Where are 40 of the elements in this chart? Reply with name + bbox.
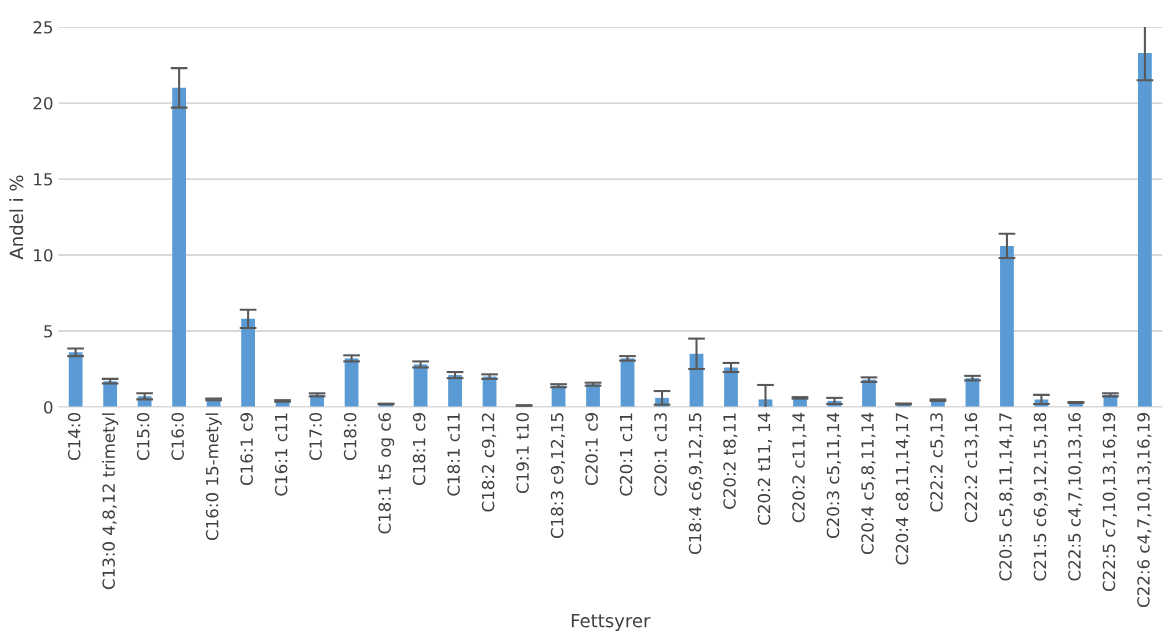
x-tick-label: C22:2 c13,16 bbox=[964, 412, 979, 523]
y-tick-label: 25 bbox=[33, 21, 53, 34]
x-tick-label: C18:4 c6,9,12,15 bbox=[688, 413, 704, 554]
x-tick-label: C16:1 c11 bbox=[274, 413, 288, 496]
x-tick-label: C22:6 c4,7,10,13,16,19 bbox=[1137, 413, 1152, 607]
y-tick-label: 5 bbox=[44, 325, 53, 338]
x-tick-label: C16:0 15-metyl bbox=[205, 413, 222, 541]
x-tick-label: C19:1 t10 bbox=[516, 412, 529, 494]
x-tick-label: C20:2 t8,11 bbox=[723, 413, 738, 509]
x-tick-label: C16:0 bbox=[171, 412, 184, 460]
x-tick-label: C20:5 c5,8,11,14,17 bbox=[999, 413, 1014, 581]
y-tick-label: 10 bbox=[34, 248, 53, 262]
x-tick-label: C18:3 c9,12,15 bbox=[550, 413, 566, 539]
y-tick-label: 0 bbox=[44, 400, 53, 414]
x-axis-title: Fettsyrer bbox=[571, 614, 651, 631]
x-tick-label: C22:5 c7,10,13,16,19 bbox=[1102, 413, 1117, 592]
x-tick-label: C20:1 c13 bbox=[654, 413, 667, 496]
x-tick-label: C18:1 c11 bbox=[447, 413, 460, 496]
x-tick-label: C18:1 t5 og c6 bbox=[378, 412, 395, 534]
x-tick-label: C18:1 c9 bbox=[412, 413, 426, 486]
x-tick-label: C22:2 c5,13 bbox=[930, 413, 945, 512]
x-tick-label: C20:1 c11 bbox=[619, 413, 633, 496]
x-tick-label: C20:4 c5,8,11,14 bbox=[861, 412, 876, 554]
x-tick-label: C16:1 c9 bbox=[240, 413, 253, 486]
x-tick-label: C18:2 c9,12 bbox=[481, 413, 497, 512]
x-tick-label: C22:5 c4,7,10,13,16 bbox=[1068, 412, 1083, 581]
y-tick-label: 20 bbox=[33, 97, 53, 110]
x-tick-label: C20:2 c11,14 bbox=[792, 412, 807, 523]
x-tick-label: C17:0 bbox=[309, 412, 322, 460]
x-tick-label: C20:4 c8,11,14,17 bbox=[895, 413, 910, 565]
x-tick-label: C18:0 bbox=[343, 412, 357, 460]
x-tick-label: C14:0 bbox=[67, 412, 81, 460]
y-axis-title: Andel i % bbox=[9, 175, 24, 260]
x-tick-label: C21:5 c6,9,12,15,18 bbox=[1033, 413, 1048, 581]
x-tick-label: C20:3 c5,11,14 bbox=[826, 412, 842, 539]
x-tick-label: C13:0 4,8,12 trimetyl bbox=[102, 413, 119, 590]
y-tick-label: 15 bbox=[34, 173, 53, 186]
x-tick-label: C20:1 c9 bbox=[585, 413, 598, 486]
x-tick-label: C15:0 bbox=[136, 412, 150, 460]
x-tick-label: C20:2 t11, 14 bbox=[757, 412, 773, 525]
